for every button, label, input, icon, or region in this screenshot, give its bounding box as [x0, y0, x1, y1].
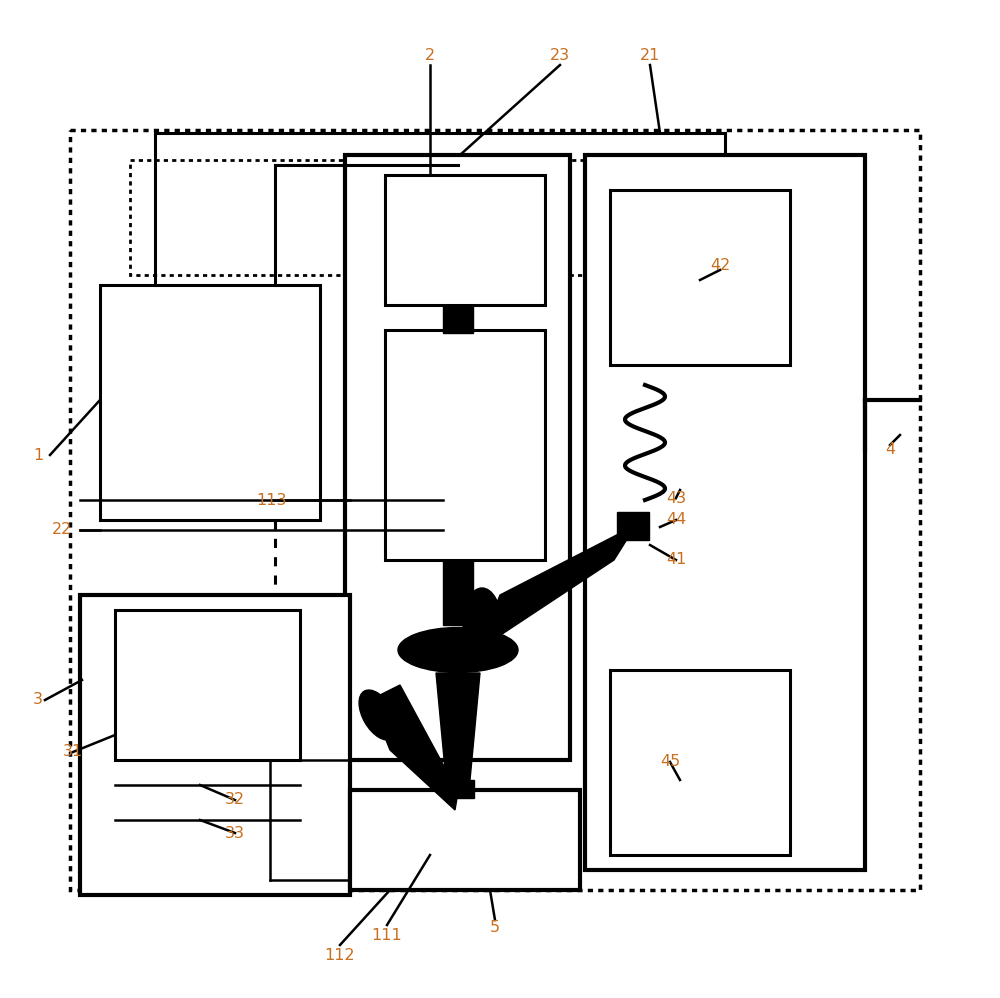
- Bar: [115, 610, 300, 760]
- Bar: [446, 780, 474, 798]
- Polygon shape: [478, 525, 636, 650]
- Bar: [385, 330, 545, 560]
- Bar: [350, 790, 580, 890]
- Text: 2: 2: [425, 48, 435, 63]
- Bar: [617, 512, 649, 540]
- Text: 43: 43: [666, 490, 686, 506]
- Polygon shape: [436, 673, 480, 780]
- Bar: [585, 155, 865, 870]
- Text: 42: 42: [710, 257, 730, 272]
- Bar: [385, 175, 545, 305]
- Text: 5: 5: [490, 920, 500, 935]
- Text: 21: 21: [640, 48, 660, 63]
- Text: 23: 23: [550, 48, 570, 63]
- Ellipse shape: [463, 588, 501, 656]
- Text: 31: 31: [63, 745, 83, 759]
- Text: 111: 111: [372, 927, 402, 942]
- Text: 113: 113: [257, 492, 287, 508]
- Bar: [443, 560, 473, 625]
- Text: 22: 22: [52, 523, 72, 538]
- Bar: [610, 670, 790, 855]
- Text: 45: 45: [660, 754, 680, 769]
- Bar: [80, 595, 350, 895]
- Bar: [70, 130, 920, 890]
- Ellipse shape: [398, 628, 518, 673]
- Polygon shape: [370, 685, 458, 810]
- Text: 32: 32: [225, 792, 245, 807]
- Text: 44: 44: [666, 513, 686, 528]
- Text: 4: 4: [885, 442, 895, 457]
- Text: 33: 33: [225, 825, 245, 840]
- Bar: [345, 155, 570, 760]
- Text: 112: 112: [325, 947, 355, 962]
- Text: 1: 1: [33, 447, 43, 462]
- Text: 41: 41: [666, 553, 686, 568]
- Ellipse shape: [359, 690, 397, 740]
- Bar: [130, 160, 690, 275]
- Bar: [100, 285, 320, 520]
- Bar: [610, 190, 790, 365]
- Bar: [443, 305, 473, 333]
- Text: 3: 3: [33, 693, 43, 708]
